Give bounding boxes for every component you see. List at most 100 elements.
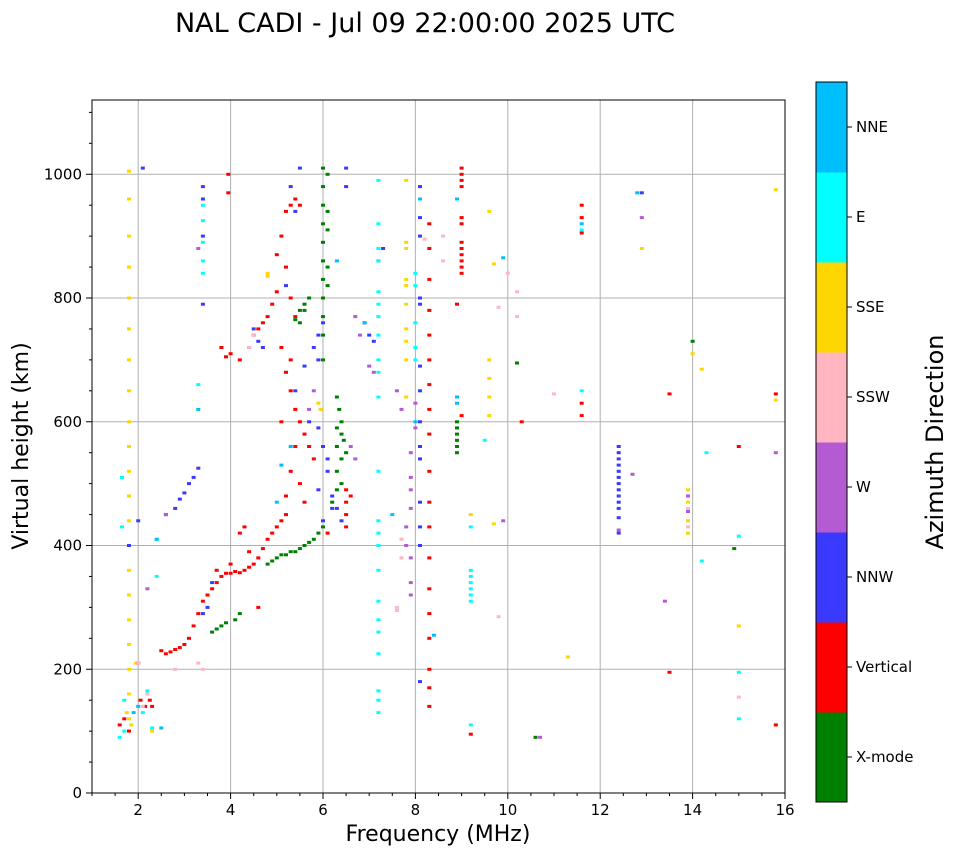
data-point: [127, 544, 131, 547]
data-point: [427, 556, 432, 560]
data-point: [376, 315, 381, 319]
data-point: [214, 568, 219, 572]
data-point: [639, 191, 644, 195]
data-point: [339, 482, 344, 486]
data-point: [196, 466, 201, 470]
data-point: [404, 395, 409, 399]
data-point: [427, 469, 432, 473]
data-point: [394, 389, 399, 393]
data-point: [501, 519, 506, 523]
data-point: [219, 574, 224, 578]
data-point: [297, 482, 302, 486]
data-point: [127, 358, 131, 362]
x-axis-ticks: 2 4 6 8 10 12 14 16: [91, 793, 795, 819]
data-point: [196, 661, 201, 665]
data-point: [404, 358, 409, 362]
data-point: [219, 346, 224, 349]
data-point: [371, 370, 376, 374]
data-point: [330, 500, 335, 504]
x-tick-label: 2: [133, 801, 143, 819]
data-point: [150, 704, 155, 708]
data-point: [418, 445, 422, 448]
data-point: [686, 500, 690, 504]
data-point: [699, 559, 704, 563]
data-point: [468, 581, 473, 585]
data-point: [376, 469, 381, 473]
data-point: [210, 587, 215, 591]
data-point: [200, 599, 205, 603]
data-point: [404, 240, 409, 244]
data-point: [736, 534, 741, 538]
data-point: [182, 643, 187, 646]
data-point: [505, 271, 510, 275]
data-point: [279, 346, 284, 349]
colorbar-label: SSW: [856, 388, 890, 406]
data-point: [353, 457, 358, 461]
data-point: [427, 500, 432, 504]
data-point: [515, 315, 519, 319]
data-point: [427, 612, 432, 616]
data-point: [408, 451, 413, 455]
data-point: [321, 445, 325, 448]
series-ssw: [136, 234, 741, 708]
data-point: [274, 525, 279, 529]
data-point: [140, 166, 145, 170]
data-point: [404, 302, 409, 306]
data-point: [150, 729, 155, 733]
data-point: [459, 172, 464, 176]
data-point: [376, 222, 381, 226]
data-point: [316, 426, 321, 430]
y-tick-label: 0: [72, 784, 82, 802]
data-point: [427, 686, 432, 690]
data-point: [468, 593, 473, 597]
data-point: [270, 531, 275, 535]
data-point: [129, 723, 134, 727]
series-e: [117, 178, 741, 739]
data-point: [321, 166, 325, 170]
data-point: [242, 525, 247, 529]
data-point: [251, 327, 256, 331]
data-point: [307, 445, 312, 448]
data-point: [455, 432, 459, 436]
data-point: [418, 234, 422, 238]
data-point: [173, 506, 178, 510]
grid-lines: [92, 100, 786, 794]
data-point: [214, 581, 219, 585]
chart-title: NAL CADI - Jul 09 22:00:00 2025 UTC: [175, 8, 675, 39]
data-point: [427, 407, 432, 411]
data-point: [316, 333, 321, 337]
data-point: [736, 445, 741, 448]
y-tick-label: 200: [53, 660, 82, 678]
data-point: [339, 420, 344, 424]
data-point: [404, 327, 409, 331]
data-point: [224, 571, 228, 575]
data-point: [228, 562, 233, 566]
data-point: [344, 166, 349, 170]
data-point: [122, 717, 127, 721]
data-point: [334, 506, 339, 510]
data-point: [237, 531, 242, 535]
data-point: [214, 627, 219, 631]
data-point: [163, 513, 168, 517]
data-point: [284, 553, 288, 557]
colorbar-label: NNW: [856, 568, 893, 586]
data-point: [455, 420, 459, 424]
data-point: [468, 574, 473, 578]
data-point: [187, 482, 191, 486]
data-point: [418, 544, 422, 547]
data-point: [284, 513, 288, 517]
data-point: [127, 445, 131, 448]
data-point: [455, 401, 459, 405]
data-point: [468, 568, 473, 572]
colorbar-label: X-mode: [856, 748, 913, 766]
data-point: [284, 265, 288, 269]
colorbar-title: Azimuth Direction: [921, 335, 949, 550]
data-point: [468, 723, 473, 727]
data-point: [307, 540, 312, 544]
data-point: [579, 231, 584, 235]
x-tick-label: 4: [226, 801, 236, 819]
data-point: [413, 284, 418, 288]
data-point: [418, 197, 422, 201]
data-point: [408, 593, 413, 597]
